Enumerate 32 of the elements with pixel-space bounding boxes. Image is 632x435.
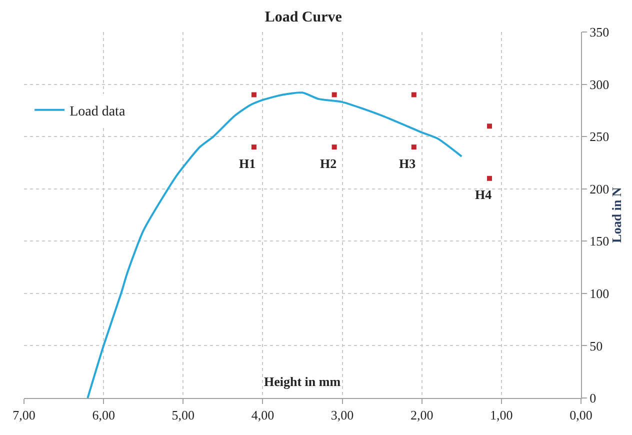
point	[411, 92, 416, 98]
x-tick-label: 2,00	[410, 408, 434, 423]
chart-title: Load Curve	[264, 9, 342, 26]
point	[332, 144, 337, 150]
annotation: H4	[475, 187, 492, 202]
x-tick-label: 1,00	[490, 408, 513, 423]
annotation: H3	[399, 156, 416, 171]
y-tick-label: 200	[590, 181, 610, 196]
legend-label: Load data	[70, 104, 126, 120]
point	[486, 176, 492, 181]
y-tick-label: 350	[590, 24, 610, 40]
point	[251, 144, 256, 150]
annotation: H1	[239, 156, 256, 171]
x-tick-label: 0,00	[570, 408, 592, 423]
point	[486, 124, 492, 129]
y-tick-label: 250	[590, 129, 610, 144]
x-tick-label: 3,00	[330, 408, 354, 423]
y-tick-label: 100	[590, 286, 610, 301]
y-tick-label: 300	[590, 76, 610, 92]
x-axis-title: Height in mm	[264, 374, 341, 389]
y-axis-title: Load in N	[609, 186, 624, 243]
y-tick-label: 150	[590, 234, 610, 249]
x-tick-label: 6,00	[92, 408, 115, 423]
x-tick-label: 7,00	[12, 408, 36, 423]
point	[332, 92, 337, 98]
x-tick-label: 4,00	[251, 408, 274, 423]
annotation: H2	[320, 156, 337, 171]
point	[251, 92, 256, 98]
y-tick-label: 0	[590, 390, 596, 406]
y-tick-label: 50	[590, 338, 603, 354]
point	[411, 144, 416, 150]
x-tick-label: 5,00	[172, 408, 195, 423]
